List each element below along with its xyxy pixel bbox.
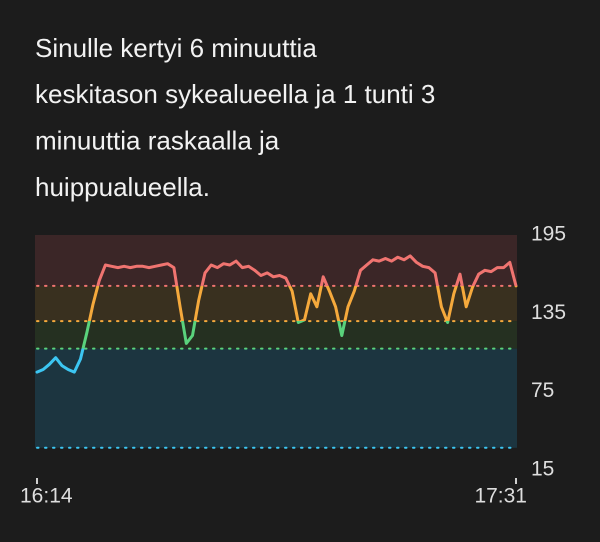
x-tick-label: 17:31 [474, 485, 527, 508]
x-tick-label: 16:14 [20, 485, 73, 508]
zone-band [35, 285, 517, 322]
zone-band [35, 321, 517, 349]
title-line: keskitason sykealueella ja 1 tunti 3 [35, 79, 435, 109]
zone-band [35, 235, 517, 286]
y-tick-label: 195 [531, 223, 566, 246]
title-line: Sinulle kertyi 6 minuuttia [35, 33, 317, 63]
y-tick-label: 135 [531, 301, 566, 324]
heart-rate-line [35, 254, 518, 374]
zone-band [35, 348, 517, 448]
title-line: huippualueella. [35, 172, 210, 202]
y-tick-label: 75 [531, 379, 554, 402]
title-line: minuuttia raskaalla ja [35, 125, 280, 155]
y-tick-label: 15 [531, 458, 554, 481]
